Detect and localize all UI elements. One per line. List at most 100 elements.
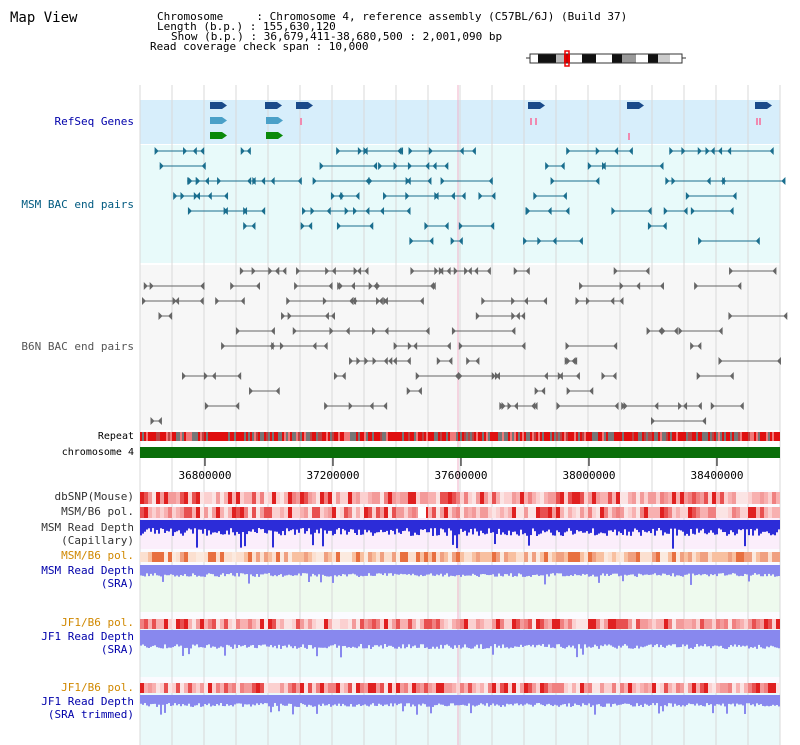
msm-b6-pol-2-bin: [748, 552, 752, 562]
jf1-b6-pol-bin: [680, 619, 684, 629]
b6n-bac-end-marker: [486, 267, 491, 275]
msm-b6-pol-bin: [644, 507, 648, 518]
msm-b6-pol-2-bin: [212, 552, 216, 562]
jf1-b6-pol-2-bin: [412, 683, 416, 693]
repeat-bin: [320, 432, 322, 441]
jf1-trim-depth-bar: [148, 695, 150, 707]
capillary-depth-bar: [348, 520, 350, 532]
jf1-sra-depth-bar: [734, 630, 736, 645]
capillary-depth-bar: [524, 520, 526, 534]
msm-bac-end-marker: [659, 162, 664, 170]
msm-b6-pol-2-bin: [312, 552, 316, 562]
jf1-trim-depth-bar: [722, 695, 724, 704]
msm-sra-depth-bar: [584, 565, 586, 575]
msm-b6-pol-bin: [220, 507, 224, 518]
jf1-trim-depth-bar: [682, 695, 684, 706]
jf1-b6-pol-2-bin: [248, 683, 252, 693]
jf1-trim-depth-bar: [288, 695, 290, 704]
jf1-b6-pol-bin: [416, 619, 420, 629]
msm-sra-depth-bar: [288, 565, 290, 575]
dbsnp-bin: [468, 492, 472, 504]
msm-sra-depth-bar: [696, 565, 698, 575]
jf1-trim-depth-bar: [654, 695, 656, 706]
repeat-bin: [698, 432, 700, 441]
msm-sra-depth-bar: [588, 565, 590, 577]
repeat-bin: [244, 432, 246, 441]
jf1-sra-depth-bar: [616, 630, 618, 649]
jf1-b6-pol-2-bin: [680, 683, 684, 693]
repeat-bin: [500, 432, 502, 441]
capillary-depth-bar: [530, 520, 532, 536]
capillary-depth-bar: [296, 520, 298, 530]
capillary-depth-bar: [732, 520, 734, 533]
msm-b6-pol-2-bin: [384, 552, 388, 562]
jf1-trim-depth-bar: [574, 695, 576, 704]
jf1-sra-depth-bar: [414, 630, 416, 646]
repeat-bin: [730, 432, 732, 441]
b6n-bac-end-marker: [415, 372, 420, 380]
refseq-exon-mark: [530, 118, 532, 125]
dbsnp-bin: [736, 492, 740, 504]
jf1-sra-depth-bar: [536, 630, 538, 646]
dbsnp-bin: [316, 492, 320, 504]
repeat-bin: [520, 432, 522, 441]
capillary-depth-bar: [274, 520, 276, 532]
jf1-sra-depth-bar: [500, 630, 502, 649]
track-label-refseq-genes[interactable]: RefSeq Genes: [54, 115, 134, 128]
b6n-bac-end-marker: [446, 342, 451, 350]
jf1-trim-depth-bar: [366, 695, 368, 706]
jf1-trim-depth-bar: [432, 695, 434, 707]
msm-sra-depth-bar: [752, 565, 754, 575]
msm-b6-pol-2-bin: [240, 552, 244, 562]
msm-sra-depth-bar: [606, 565, 608, 574]
msm-b6-pol-2-bin: [652, 552, 656, 562]
msm-b6-pol-2-bin: [232, 552, 236, 562]
jf1-b6-pol-bin: [332, 619, 336, 629]
msm-bac-end-marker: [720, 177, 725, 185]
dbsnp-bin: [332, 492, 336, 504]
track-label-msm-bac[interactable]: MSM BAC end pairs: [21, 198, 134, 211]
jf1-trim-depth-bar: [778, 695, 780, 707]
msm-sra-depth-bar: [702, 565, 704, 575]
msm-sra-depth-bar: [378, 565, 380, 574]
jf1-b6-pol-2-bin: [224, 683, 228, 693]
jf1-b6-pol-bin: [508, 619, 512, 629]
ideogram-band: [596, 54, 612, 63]
jf1-sra-depth-bar: [544, 630, 546, 647]
msm-b6-pol-2-bin: [432, 552, 436, 562]
refseq-gene: [210, 132, 222, 139]
jf1-b6-pol-2-bin: [700, 683, 704, 693]
jf1-sra-depth-bar: [480, 630, 482, 645]
jf1-b6-pol-bin: [200, 619, 204, 629]
repeat-bin: [616, 432, 618, 441]
msm-bac-end-marker: [565, 207, 570, 215]
jf1-b6-pol-bin: [376, 619, 380, 629]
msm-sra-depth-bar: [708, 565, 710, 577]
jf1-b6-pol-2-bin: [748, 683, 752, 693]
jf1-trim-depth-bar: [368, 695, 370, 707]
jf1-sra-depth-bar: [758, 630, 760, 645]
repeat-bin: [606, 432, 608, 441]
msm-bac-end-marker: [338, 192, 343, 200]
msm-b6-pol-bin: [312, 507, 316, 518]
jf1-trim-depth-bar: [668, 695, 670, 704]
repeat-bin: [690, 432, 692, 441]
dbsnp-bin: [412, 492, 416, 504]
msm-sra-depth-bar: [290, 565, 292, 576]
jf1-trim-depth-bar: [188, 695, 190, 704]
msm-bac-end-marker: [330, 192, 335, 200]
jf1-sra-depth-bar: [166, 630, 168, 649]
jf1-sra-depth-bar: [210, 630, 212, 648]
msm-bac-end-marker: [193, 192, 198, 200]
jf1-sra-depth-bar: [714, 630, 716, 646]
jf1-trim-depth-bar: [534, 695, 536, 705]
msm-b6-pol-2-bin: [580, 552, 584, 562]
msm-b6-pol-bin: [536, 507, 540, 518]
capillary-depth-bar: [558, 520, 560, 533]
repeat-bin: [150, 432, 152, 441]
msm-b6-pol-bin: [356, 507, 360, 518]
track-label-msm-depth-sra: MSM Read Depth: [41, 564, 134, 577]
track-label-b6n-bac[interactable]: B6N BAC end pairs: [21, 340, 134, 353]
msm-sra-depth-bar: [276, 565, 278, 577]
